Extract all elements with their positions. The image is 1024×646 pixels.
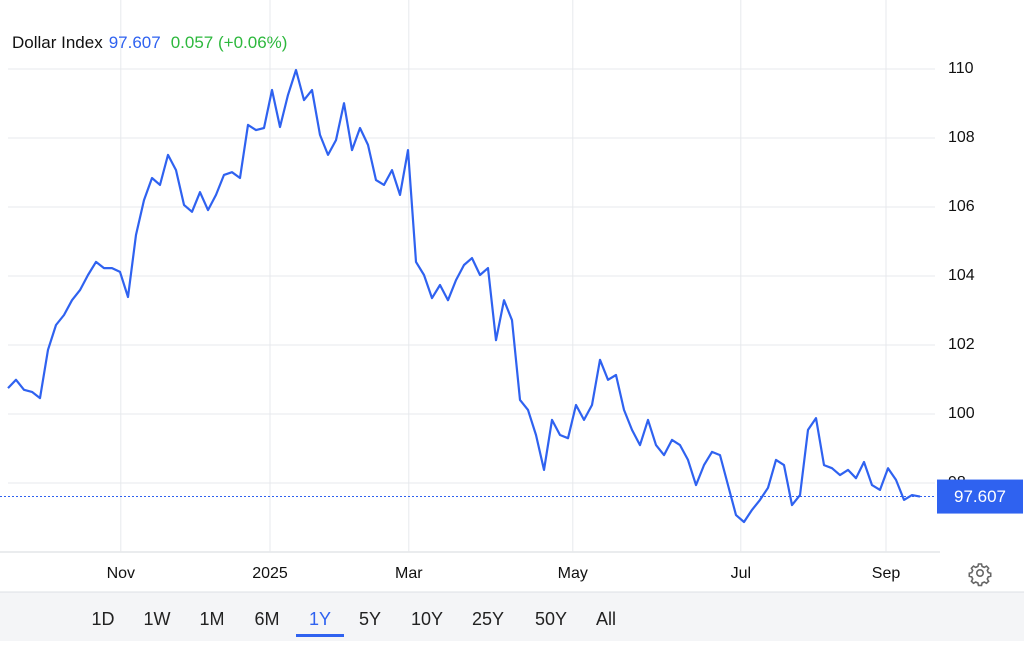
x-tick-label: May	[558, 565, 588, 582]
x-tick-label: Nov	[107, 565, 135, 582]
range-button[interactable]: 5Y	[359, 609, 381, 629]
range-bar	[0, 592, 1024, 641]
y-tick-label: 108	[948, 129, 975, 146]
range-buttons: 1D 1W 1M 6M 1Y 5Y 10Y 25Y 50Y All	[91, 609, 616, 637]
settings-icon[interactable]	[968, 563, 992, 587]
range-button[interactable]: All	[596, 609, 616, 629]
x-tick-label: 2025	[252, 565, 288, 582]
range-button[interactable]: 25Y	[472, 609, 504, 629]
y-tick-label: 110	[948, 60, 974, 77]
price-line	[7, 68, 921, 524]
range-button[interactable]: 1W	[144, 609, 171, 629]
header: Dollar Index 97.607 0.057 (+0.06%)	[12, 33, 287, 52]
range-selected-underline	[296, 634, 344, 637]
price-tag-label: 97.607	[954, 487, 1006, 506]
range-button[interactable]: 1M	[199, 609, 224, 629]
range-button[interactable]: 10Y	[411, 609, 443, 629]
x-tick-label: Jul	[731, 565, 751, 582]
y-tick-label: 100	[948, 405, 975, 422]
y-tick-label: 104	[948, 267, 975, 284]
y-tick-label: 102	[948, 336, 975, 353]
change: 0.057 (+0.06%)	[171, 33, 288, 52]
title: Dollar Index	[12, 33, 103, 52]
plot: 97.607	[0, 68, 1023, 524]
range-button[interactable]: 1Y	[309, 609, 331, 629]
price-tag	[937, 479, 1023, 514]
x-tick-label: Sep	[872, 565, 901, 582]
range-button[interactable]: 6M	[254, 609, 279, 629]
range-button[interactable]: 1D	[91, 609, 114, 629]
price: 97.607	[109, 33, 161, 52]
x-tick-label: Mar	[395, 565, 423, 582]
grid: 98100102104106108110Nov2025MarMayJulSep	[0, 0, 975, 582]
range-button[interactable]: 50Y	[535, 609, 567, 629]
y-tick-label: 106	[948, 198, 975, 215]
